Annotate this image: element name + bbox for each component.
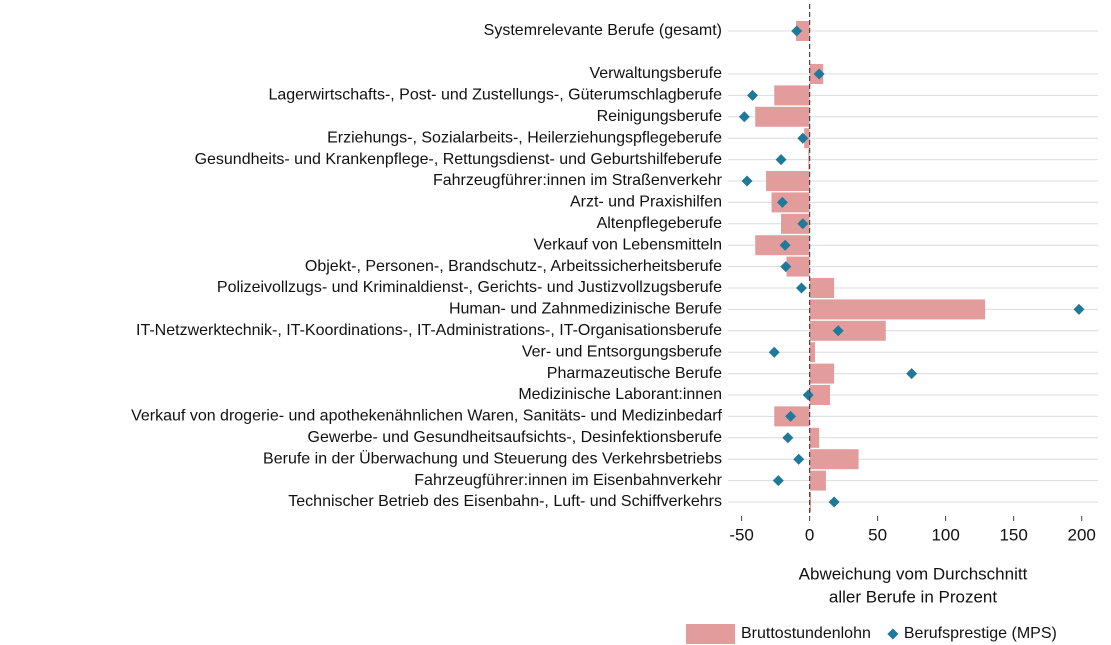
legend-label: Bruttostundenlohn [741, 625, 871, 642]
y-tick-label: Fahrzeugführer:innen im Straßenverkehr [433, 172, 723, 189]
x-tick-label: 50 [868, 525, 887, 544]
legend-label: Berufsprestige (MPS) [904, 625, 1057, 642]
bar [809, 427, 820, 448]
diamond-marker [906, 368, 918, 380]
diamond-marker [738, 111, 750, 123]
x-axis-label: aller Berufe in Prozent [829, 587, 997, 606]
diamond-marker [828, 496, 840, 508]
bar [771, 192, 810, 213]
y-tick-label: Reinigungsberufe [597, 108, 723, 125]
x-tick-label: 150 [999, 525, 1027, 544]
x-tick-label: 0 [805, 525, 814, 544]
y-tick-label: Systemrelevante Berufe (gesamt) [484, 22, 722, 39]
y-tick-label: Lagerwirtschafts-, Post- und Zustellungs… [268, 87, 722, 104]
diamond-marker [832, 325, 844, 337]
bar [809, 385, 831, 405]
y-tick-label: Gewerbe- und Gesundheitsaufsichts-, Desi… [308, 429, 723, 446]
markers [738, 25, 1085, 508]
diamond-marker [793, 453, 805, 465]
legend-swatch [887, 628, 899, 640]
y-tick-label: Fahrzeugführer:innen im Eisenbahnverkehr [414, 472, 722, 489]
y-tick-label: Technischer Betrieb des Eisenbahn-, Luft… [288, 493, 722, 510]
x-tick-label: 100 [931, 525, 959, 544]
x-axis-label: Abweichung vom Durchschnitt [799, 564, 1028, 583]
bar [755, 106, 810, 127]
y-tick-label: Ver- und Entsorgungsberufe [522, 343, 722, 360]
diamond-marker [780, 261, 792, 273]
bar [809, 449, 859, 470]
y-tick-label: Berufe in der Überwachung und Steuerung … [263, 449, 722, 467]
diamond-marker [779, 239, 791, 251]
bar [774, 85, 810, 106]
diamond-marker [782, 432, 794, 444]
bar [809, 492, 811, 512]
bar [809, 342, 816, 363]
x-tick-label: 200 [1067, 525, 1095, 544]
bar [809, 470, 826, 491]
x-tick-label: -50 [729, 525, 754, 544]
y-tick-label: IT-Netzwerktechnik-, IT-Koordinations-, … [136, 322, 722, 339]
diamond-marker [813, 68, 825, 80]
bar [809, 363, 835, 384]
y-tick-label: Pharmazeutische Berufe [547, 365, 722, 382]
bar [808, 149, 810, 170]
diamond-marker [797, 132, 809, 144]
y-tick-label: Erziehungs-, Sozialarbeits-, Heilerziehu… [327, 129, 722, 146]
diamond-marker [775, 154, 787, 166]
y-tick-label: Gesundheits- und Krankenpflege-, Rettung… [195, 151, 723, 168]
diamond-marker [791, 25, 803, 37]
bar [796, 21, 810, 41]
diamond-marker [746, 89, 758, 101]
diamond-marker [802, 389, 814, 401]
y-tick-label: Arzt- und Praxishilfen [570, 194, 722, 211]
diamond-marker [776, 196, 788, 208]
bar [809, 278, 835, 298]
diamond-marker [772, 475, 784, 487]
y-tick-label: Polizeivollzugs- und Kriminaldienst-, Ge… [217, 279, 722, 296]
y-tick-label: Verkauf von Lebensmitteln [533, 236, 722, 253]
y-tick-label: Verwaltungsberufe [589, 65, 722, 82]
diamond-marker [785, 410, 797, 422]
y-tick-label: Altenpflegeberufe [597, 215, 723, 232]
diamond-marker [795, 282, 807, 294]
y-tick-label: Objekt-, Personen-, Brandschutz-, Arbeit… [305, 258, 722, 275]
diamond-marker [797, 218, 809, 230]
bar [766, 171, 810, 191]
diamond-marker [741, 175, 753, 187]
y-tick-label: Human- und Zahnmedizinische Berufe [449, 301, 722, 318]
legend-swatch [686, 624, 735, 644]
bar [786, 256, 810, 277]
y-tick-label: Medizinische Laborant:innen [518, 386, 722, 403]
diamond-marker [768, 346, 780, 358]
diamond-marker [1073, 303, 1085, 315]
bar [809, 320, 886, 341]
y-tick-label: Verkauf von drogerie- und apothekenähnli… [131, 408, 722, 425]
bar [809, 299, 986, 320]
